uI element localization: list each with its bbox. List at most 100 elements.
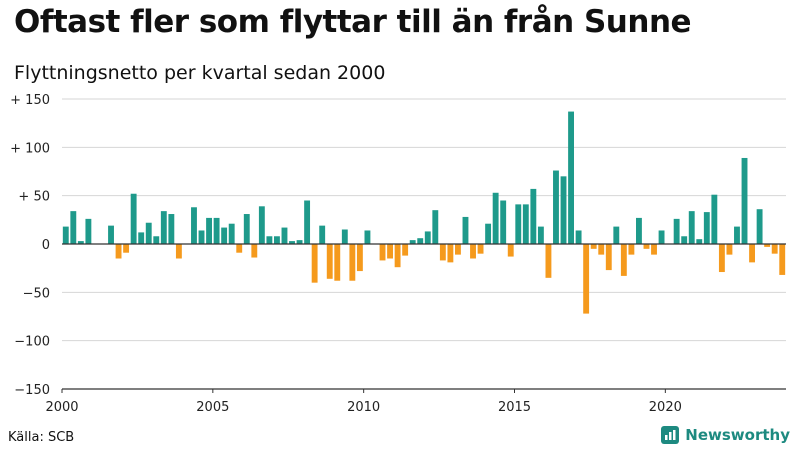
bar [77,241,84,244]
bar [741,157,748,244]
y-tick-label: −50 [23,286,50,301]
bar [319,225,326,244]
bar [289,241,295,244]
newsworthy-logo-icon [661,426,680,444]
bar [251,244,258,258]
bar [153,236,160,244]
bar [771,244,778,254]
bar [206,217,212,244]
bar [85,218,92,244]
bar [160,211,167,244]
bar [138,232,145,244]
bar [696,239,703,244]
x-tick-label: 2015 [498,400,531,415]
bar [266,236,273,244]
bar [447,244,454,263]
bar [507,244,514,257]
bar [651,244,657,255]
bar [628,244,635,255]
bar [530,188,537,244]
bar [296,240,303,244]
bar [379,244,386,261]
bar [598,244,605,255]
bar [274,236,280,244]
bar [130,193,137,244]
bar [455,244,461,255]
bar [326,244,333,279]
bar [311,244,318,283]
bar [515,204,522,244]
bar [470,244,476,259]
bar [553,170,559,244]
bar [402,244,409,256]
bar [673,218,680,244]
bar [62,226,69,244]
y-tick-label: 0 [42,238,50,253]
bar [726,244,733,255]
y-tick-label: −150 [14,383,50,398]
bar [387,244,393,259]
bar [70,211,77,244]
x-tick-label: 2010 [347,400,380,415]
bar [605,244,612,271]
bars [62,111,786,314]
y-tick-label: + 150 [10,93,50,108]
bar [703,212,710,244]
bar [734,226,740,244]
bar [364,230,371,244]
bar [304,200,311,244]
x-tick-label: 2000 [45,400,78,415]
bar [718,244,725,273]
bar [228,223,235,244]
bar [681,236,688,244]
bar [191,207,197,244]
bar [213,217,220,244]
bar [108,225,114,244]
bar [620,244,627,276]
bar [409,240,416,244]
bar [356,244,363,272]
bar [123,244,130,253]
tick-labels: + 150 + 100 + 50 0 −50 −100 −150 2000 2005 2010 20… [10,93,682,415]
bar [175,244,182,259]
bar [349,244,356,281]
bar [477,244,484,254]
bar [545,244,552,278]
bar [688,211,695,244]
bar [711,194,718,244]
bar [568,111,574,244]
bar [779,244,786,275]
bar [636,217,642,244]
bar [658,230,665,244]
bar [258,206,265,244]
bar [417,238,424,244]
bar [394,244,401,268]
bar [749,244,755,263]
x-tick-label: 2005 [196,400,229,415]
bar [522,204,529,244]
bar [243,214,250,244]
x-tick-label: 2020 [649,400,682,415]
bar [492,192,499,244]
bar [500,200,507,244]
brand-name: Newsworthy [685,426,790,444]
source-note: Källa: SCB [8,430,75,445]
bar [764,244,771,247]
bar [198,230,205,244]
bar [756,209,763,244]
bar [583,244,590,314]
y-tick-label: −100 [14,335,50,350]
bar [236,244,243,253]
bar [424,231,431,244]
bar [613,226,620,244]
bar [590,244,597,249]
bar [537,226,544,244]
bar [432,210,439,244]
bar [341,229,348,244]
y-tick-label: + 100 [10,141,50,156]
bar [221,227,228,244]
bar [115,244,122,259]
brand[interactable]: Newsworthy [661,426,790,444]
bar [334,244,341,281]
